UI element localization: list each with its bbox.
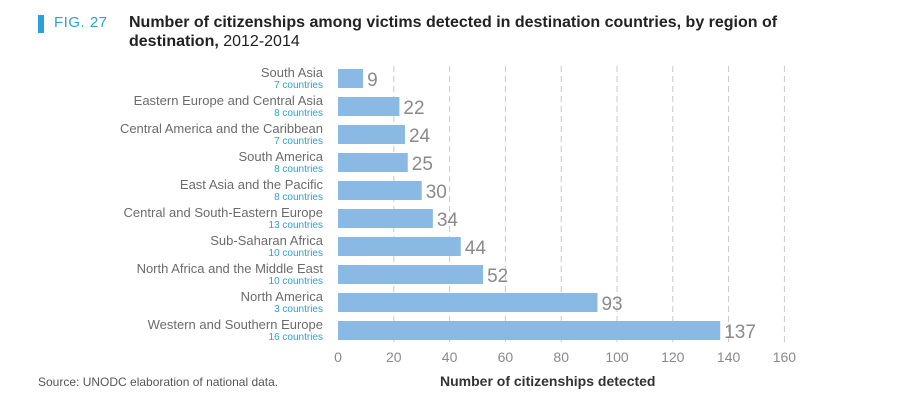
x-axis-ticks: 0 20 40 60 80 100 120 140 160 xyxy=(334,349,796,365)
category-label: North Africa and the Middle East xyxy=(137,261,324,276)
bar xyxy=(338,181,422,200)
data-label: 30 xyxy=(426,182,447,203)
category-subtitle: 7 countries xyxy=(274,136,323,147)
category-subtitle: 16 countries xyxy=(269,332,323,343)
category-label: North America xyxy=(241,289,324,304)
category-label: Sub-Saharan Africa xyxy=(210,233,324,248)
data-label: 52 xyxy=(487,266,508,287)
data-label: 44 xyxy=(465,238,487,259)
category-subtitle: 13 countries xyxy=(269,220,323,231)
category-label: South America xyxy=(238,149,323,164)
category-subtitle: 7 countries xyxy=(274,80,323,91)
figure-marker xyxy=(38,15,44,33)
data-label: 34 xyxy=(437,210,459,231)
category-label: Central and South-Eastern Europe xyxy=(124,205,323,220)
bar xyxy=(338,153,408,172)
x-tick-label: 100 xyxy=(605,349,629,365)
data-label: 93 xyxy=(601,294,622,315)
x-tick-label: 60 xyxy=(498,349,514,365)
x-tick-label: 80 xyxy=(553,349,569,365)
category-label: Eastern Europe and Central Asia xyxy=(134,93,324,108)
chart-title-years: 2012-2014 xyxy=(223,33,300,50)
x-tick-label: 0 xyxy=(334,349,342,365)
source-note: Source: UNODC elaboration of national da… xyxy=(38,375,279,389)
data-label: 22 xyxy=(403,98,424,119)
bar xyxy=(338,265,484,284)
chart-title-text: Number of citizenships among victims det… xyxy=(129,14,778,50)
data-label: 24 xyxy=(409,126,431,147)
category-label: South Asia xyxy=(261,65,324,80)
x-tick-label: 40 xyxy=(442,349,458,365)
data-label: 9 xyxy=(367,70,378,91)
category-subtitle: 10 countries xyxy=(269,248,323,259)
category-subtitle: 10 countries xyxy=(269,276,323,287)
data-label: 25 xyxy=(412,154,433,175)
category-label: Western and Southern Europe xyxy=(148,317,323,332)
x-tick-label: 140 xyxy=(717,349,741,365)
figure-number: FIG. 27 xyxy=(54,14,108,31)
category-label: East Asia and the Pacific xyxy=(180,177,324,192)
category-subtitle: 8 countries xyxy=(274,192,323,203)
category-subtitle: 8 countries xyxy=(274,164,323,175)
x-tick-label: 160 xyxy=(773,349,797,365)
bar xyxy=(338,97,400,116)
bar xyxy=(338,209,433,228)
x-axis-label: Number of citizenships detected xyxy=(440,373,656,389)
x-tick-label: 20 xyxy=(386,349,402,365)
category-subtitle: 8 countries xyxy=(274,108,323,119)
x-tick-label: 120 xyxy=(661,349,685,365)
category-subtitle: 3 countries xyxy=(274,304,323,315)
bar xyxy=(338,125,405,144)
bar xyxy=(338,321,721,340)
bar xyxy=(338,293,598,312)
data-label: 137 xyxy=(724,322,756,343)
category-label: Central America and the Caribbean xyxy=(120,121,323,136)
bar xyxy=(338,69,364,88)
chart-title: Number of citizenships among victims det… xyxy=(129,13,869,51)
bar xyxy=(338,237,461,256)
